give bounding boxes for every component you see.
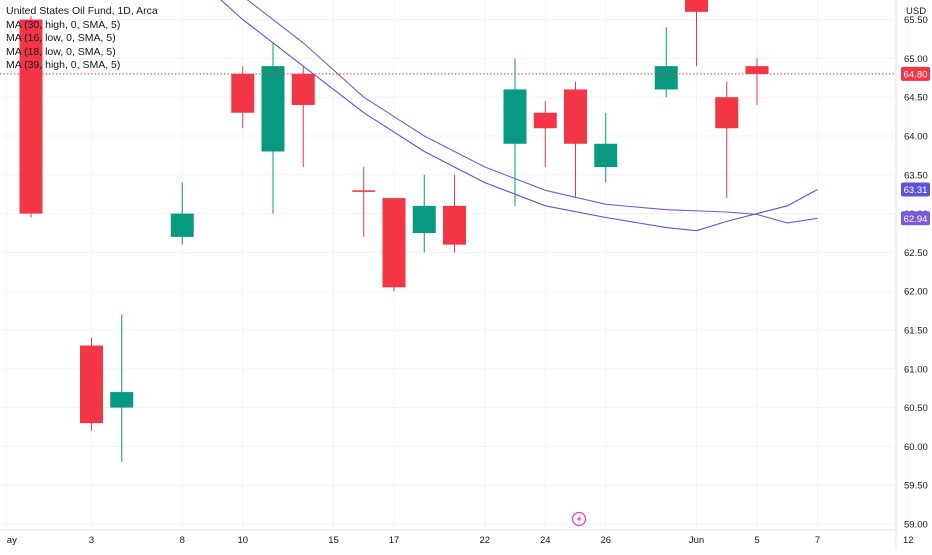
x-tick-label: 22 — [479, 535, 490, 546]
candle — [231, 66, 255, 129]
x-tick-label: 8 — [180, 535, 185, 546]
last-price-badge: 64.80 — [901, 66, 930, 81]
x-tick-label: 26 — [600, 535, 611, 546]
candle — [110, 314, 134, 462]
candle-body — [594, 143, 618, 168]
candle — [443, 174, 466, 253]
candle-body — [745, 66, 769, 74]
ma-badge-1-bg — [901, 182, 930, 197]
y-tick-label: 65.00 — [904, 54, 928, 65]
candle — [745, 58, 769, 105]
last-price-badge-label: 64.80 — [904, 69, 928, 80]
ma-badge-2: 62.94 — [901, 211, 930, 226]
candle-body — [110, 392, 134, 408]
candle-body — [533, 112, 557, 129]
axis-unit-label: USD — [906, 6, 926, 17]
ma-badge-1-label: 63.31 — [904, 185, 928, 196]
y-tick-label: 62.00 — [904, 287, 928, 298]
candle-body — [503, 89, 527, 144]
candle — [261, 42, 285, 214]
candle — [533, 101, 557, 168]
y-tick-label: 60.50 — [904, 403, 928, 414]
candle-body — [261, 66, 285, 152]
x-tick-label: 5 — [754, 535, 759, 546]
candle — [382, 198, 406, 292]
candle-body — [685, 0, 708, 12]
candle-body — [715, 97, 739, 129]
time-axis[interactable]: ay 3 8 10 15 17 22 24 26 Jun 5 7 12 — [7, 535, 914, 546]
y-tick-label: 65.50 — [904, 15, 928, 26]
x-tick-label: 10 — [237, 535, 248, 546]
x-tick-label: 17 — [389, 535, 400, 546]
flash-icon[interactable] — [571, 511, 587, 527]
candle — [685, 0, 708, 67]
candle-body — [170, 213, 194, 237]
candle-body — [564, 89, 587, 144]
y-tick-label: 61.00 — [904, 364, 928, 375]
candle-body — [412, 205, 436, 233]
candle — [80, 337, 103, 431]
x-tick-label: 7 — [815, 535, 820, 546]
y-tick-label: 64.50 — [904, 93, 928, 104]
candle-body — [291, 73, 315, 105]
ma-badge-1: 63.31 — [901, 182, 930, 197]
x-tick-label: Jun — [689, 535, 704, 546]
moving-averages — [220, 0, 818, 232]
candle — [654, 27, 678, 98]
candle — [503, 58, 527, 206]
y-tick-label: 62.50 — [904, 248, 928, 259]
candle-body — [382, 198, 406, 288]
candle — [19, 15, 43, 218]
candle-body — [443, 205, 466, 245]
y-tick-label: 64.00 — [904, 132, 928, 143]
candles — [19, 0, 769, 462]
ma-badge-2-bg — [901, 211, 930, 226]
candle — [715, 81, 739, 199]
candle-body — [352, 190, 376, 192]
x-tick-label: 24 — [540, 535, 551, 546]
x-tick-label: ay — [7, 535, 17, 546]
y-tick-label: 60.00 — [904, 442, 928, 453]
candle — [170, 182, 194, 245]
candle-body — [19, 19, 43, 214]
candle-body — [80, 345, 103, 424]
candle — [412, 174, 436, 253]
x-tick-label: 15 — [328, 535, 339, 546]
x-tick-label: 12 — [903, 535, 914, 546]
candle-body — [654, 66, 678, 90]
candle — [352, 167, 376, 237]
y-tick-label: 61.50 — [904, 326, 928, 337]
last-price-badge-bg — [901, 66, 930, 81]
candle — [564, 81, 587, 199]
y-tick-label: 59.00 — [904, 520, 928, 531]
candle — [594, 112, 618, 183]
candle — [291, 66, 315, 168]
y-tick-label: 59.50 — [904, 481, 928, 492]
ma-badge-2-label: 62.94 — [904, 214, 928, 225]
ma-line-1 — [220, 0, 818, 232]
grid-lines — [0, 0, 909, 530]
ma-line-2 — [246, 0, 818, 224]
x-tick-label: 3 — [89, 535, 94, 546]
candle-body — [231, 73, 255, 113]
y-tick-label: 63.50 — [904, 170, 928, 181]
